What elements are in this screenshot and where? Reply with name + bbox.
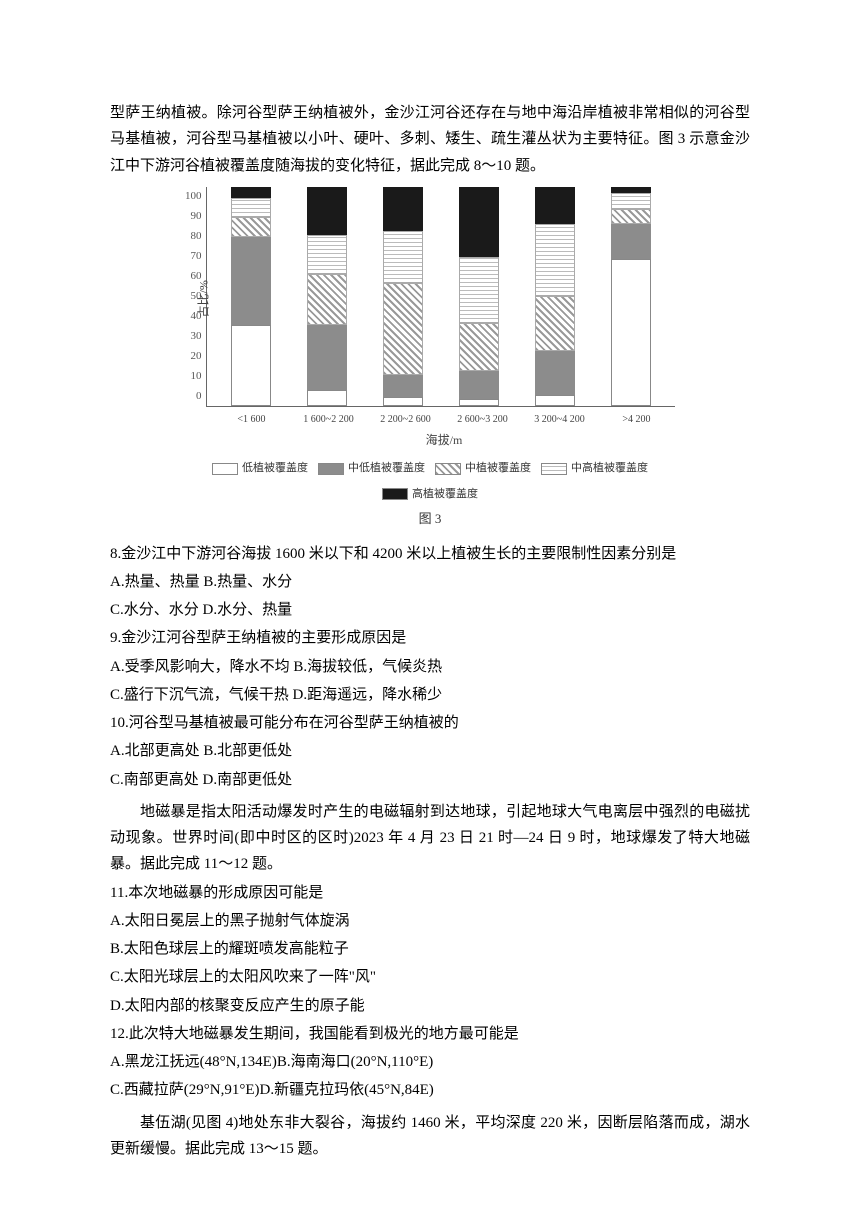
legend-item: 中低植被覆盖度 <box>318 459 425 478</box>
q9-stem: 9.金沙江河谷型萨王纳植被的主要形成原因是 <box>110 625 750 651</box>
figure-caption: 图 3 <box>185 508 675 531</box>
x-axis-label: 海拔/m <box>213 430 675 451</box>
q9-opt-line2: C.盛行下沉气流，气候干热 D.距海遥远，降水稀少 <box>110 682 750 708</box>
chart-container: 1009080706050403020100 占比/% <1 6001 600~… <box>185 187 675 531</box>
passage-2: 地磁暴是指太阳活动爆发时产生的电磁辐射到达地球，引起地球大气电离层中强烈的电磁扰… <box>110 799 750 878</box>
passage-3: 基伍湖(见图 4)地处东非大裂谷，海拔约 1460 米，平均深度 220 米，因… <box>110 1110 750 1163</box>
q8-opt-line1: A.热量、热量 B.热量、水分 <box>110 569 750 595</box>
q12-opt-line2: C.西藏拉萨(29°N,91°E)D.新疆克拉玛依(45°N,84E) <box>110 1077 750 1103</box>
q11-stem: 11.本次地磁暴的形成原因可能是 <box>110 880 750 906</box>
q11-opt-d: D.太阳内部的核聚变反应产生的原子能 <box>110 993 750 1019</box>
q9-opt-line1: A.受季风影响大，降水不均 B.海拔较低，气候炎热 <box>110 654 750 680</box>
q11-opt-c: C.太阳光球层上的太阳风吹来了一阵"风" <box>110 964 750 990</box>
q12-opt-line1: A.黑龙江抚远(48°N,134E)B.海南海口(20°N,110°E) <box>110 1049 750 1075</box>
q10-opt-line2: C.南部更高处 D.南部更低处 <box>110 767 750 793</box>
legend-item: 高植被覆盖度 <box>382 485 478 504</box>
legend-item: 中高植被覆盖度 <box>541 459 648 478</box>
chart-legend: 低植被覆盖度 中低植被覆盖度 中植被覆盖度 中高植被覆盖度 高植被覆盖度 <box>185 459 675 504</box>
legend-item: 中植被覆盖度 <box>435 459 531 478</box>
chart-plot <box>206 187 676 407</box>
q10-stem: 10.河谷型马基植被最可能分布在河谷型萨王纳植被的 <box>110 710 750 736</box>
q10-opt-line1: A.北部更高处 B.北部更低处 <box>110 738 750 764</box>
y-axis-label: 占比/% <box>193 277 214 317</box>
x-axis: <1 6001 600~2 2002 200~2 6002 600~3 2003… <box>213 407 675 429</box>
q11-opt-a: A.太阳日冕层上的黑子抛射气体旋涡 <box>110 908 750 934</box>
q11-opt-b: B.太阳色球层上的耀斑喷发高能粒子 <box>110 936 750 962</box>
q8-stem: 8.金沙江中下游河谷海拔 1600 米以下和 4200 米以上植被生长的主要限制… <box>110 541 750 567</box>
q8-opt-line2: C.水分、水分 D.水分、热量 <box>110 597 750 623</box>
q12-stem: 12.此次特大地磁暴发生期间，我国能看到极光的地方最可能是 <box>110 1021 750 1047</box>
intro-text: 型萨王纳植被。除河谷型萨王纳植被外，金沙江河谷还存在与地中海沿岸植被非常相似的河… <box>110 100 750 179</box>
legend-item: 低植被覆盖度 <box>212 459 308 478</box>
